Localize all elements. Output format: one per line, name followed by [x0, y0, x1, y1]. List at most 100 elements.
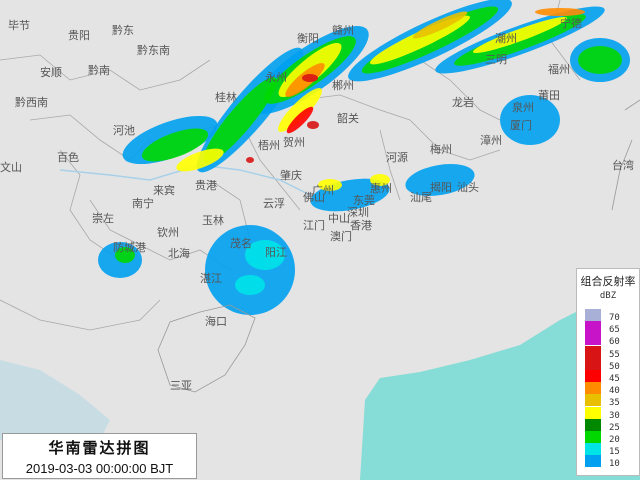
legend-swatch: [585, 443, 601, 456]
border-line: [0, 54, 211, 91]
sea-area-west: [0, 360, 110, 440]
legend-label: 20: [609, 435, 620, 445]
city-label: 云浮: [263, 197, 285, 210]
radar-echo: [278, 88, 322, 132]
title-box: 华南雷达拼图 2019-03-03 00:00:00 BJT: [2, 433, 197, 479]
legend-swatch: [585, 333, 601, 346]
legend-label: 70: [609, 313, 620, 323]
deep-sea-area: [360, 282, 640, 480]
legend-swatch: [585, 321, 601, 334]
city-label: 南宁: [132, 197, 154, 210]
city-label: 黔西南: [15, 96, 48, 109]
city-label: 赣州: [332, 24, 354, 37]
city-label: 宁德: [560, 17, 582, 30]
border-line: [59, 149, 121, 261]
legend-label: 55: [609, 349, 620, 360]
city-label: 永州: [265, 71, 287, 84]
city-label: 香港: [350, 219, 372, 232]
timestamp: 2019-03-03 00:00:00 BJT: [25, 461, 174, 476]
city-label: 黔南: [88, 64, 110, 77]
legend-label: 25: [609, 422, 620, 433]
legend-swatch: [585, 394, 601, 407]
city-label: 贵阳: [68, 29, 90, 42]
border-line: [419, 59, 501, 121]
city-label: 崇左: [92, 212, 114, 225]
city-label: 揭阳: [430, 181, 452, 194]
city-label: 汕尾: [410, 191, 432, 204]
city-label: 三明: [485, 53, 507, 66]
radar-echo: [405, 164, 475, 196]
city-label: 广州: [312, 184, 334, 197]
legend-level: 25: [585, 418, 635, 433]
radar-echo: [370, 174, 390, 186]
city-label: 河池: [113, 124, 135, 137]
legend-label: 30: [609, 410, 620, 421]
legend-label: 15: [609, 447, 620, 458]
legend-level: 45: [585, 370, 635, 384]
legend-level: 40: [585, 382, 635, 397]
border-line: [379, 129, 401, 201]
radar-echo: [318, 179, 342, 191]
city-label: 桂林: [215, 91, 237, 104]
border-line: [89, 199, 231, 271]
city-label: 茂名: [230, 237, 252, 250]
border-line: [299, 94, 501, 161]
map-title: 华南雷达拼图: [48, 439, 151, 457]
city-label: 湛江: [200, 272, 222, 285]
city-label: 龙岩: [452, 96, 474, 109]
legend-level: 20: [585, 431, 635, 445]
legend-level: 35: [585, 394, 635, 408]
taiwan-coast: [611, 99, 640, 211]
legend-level: 70: [585, 309, 635, 323]
city-label: 厦门: [510, 119, 532, 132]
city-label: 惠州: [370, 182, 392, 195]
city-label: 北海: [168, 247, 190, 260]
city-label: 安顺: [40, 66, 62, 79]
radar-echo: [176, 148, 224, 172]
legend-swatch: [585, 382, 601, 395]
city-label: 韶关: [337, 112, 359, 125]
city-label: 玉林: [202, 214, 224, 227]
city-label: 来宾: [153, 184, 175, 197]
legend-level: 30: [585, 406, 635, 421]
radar-echo: [535, 8, 585, 16]
radar-echo: [115, 247, 135, 263]
city-label: 江门: [303, 219, 325, 232]
legend: 组合反射率 dBZ 70 65 60 55 50 45 40 35 30 25 20 15 10: [576, 268, 640, 476]
legend-swatch: [585, 455, 601, 468]
city-label: 钦州: [157, 226, 179, 239]
legend-swatch: [585, 431, 601, 443]
legend-swatch: [585, 357, 601, 370]
radar-echo: [245, 240, 285, 270]
city-label: 佛山: [303, 191, 325, 204]
radar-echo: [235, 275, 265, 295]
legend-swatch: [585, 406, 601, 419]
city-label: 衡阳: [297, 32, 319, 45]
legend-label: 40: [609, 386, 620, 397]
city-label: 郴州: [332, 79, 354, 92]
radar-echo: [302, 74, 318, 82]
city-label: 潮州: [495, 32, 517, 45]
city-label: 莆田: [538, 89, 560, 102]
legend-swatch: [585, 418, 601, 431]
city-label: 梧州: [258, 139, 280, 152]
legend-level: 10: [585, 455, 635, 470]
radar-echo: [141, 128, 209, 162]
city-label: 汕头: [457, 181, 479, 194]
city-label: 泉州: [512, 101, 534, 114]
legend-level: 60: [585, 333, 635, 347]
legend-level: 65: [585, 321, 635, 335]
hainan-coast: [157, 304, 256, 393]
city-label: 东莞: [353, 194, 375, 207]
city-label: 深圳: [347, 206, 369, 219]
river-line: [59, 164, 201, 181]
city-label: 贺州: [283, 136, 305, 149]
legend-label: 50: [609, 361, 620, 372]
city-label: 文山: [0, 161, 22, 174]
border-line: [0, 299, 161, 331]
legend-swatch: [585, 345, 601, 358]
legend-level: 55: [585, 345, 635, 360]
legend-label: 10: [609, 459, 620, 470]
city-label: 三亚: [170, 379, 192, 392]
city-label: 福州: [548, 63, 570, 76]
